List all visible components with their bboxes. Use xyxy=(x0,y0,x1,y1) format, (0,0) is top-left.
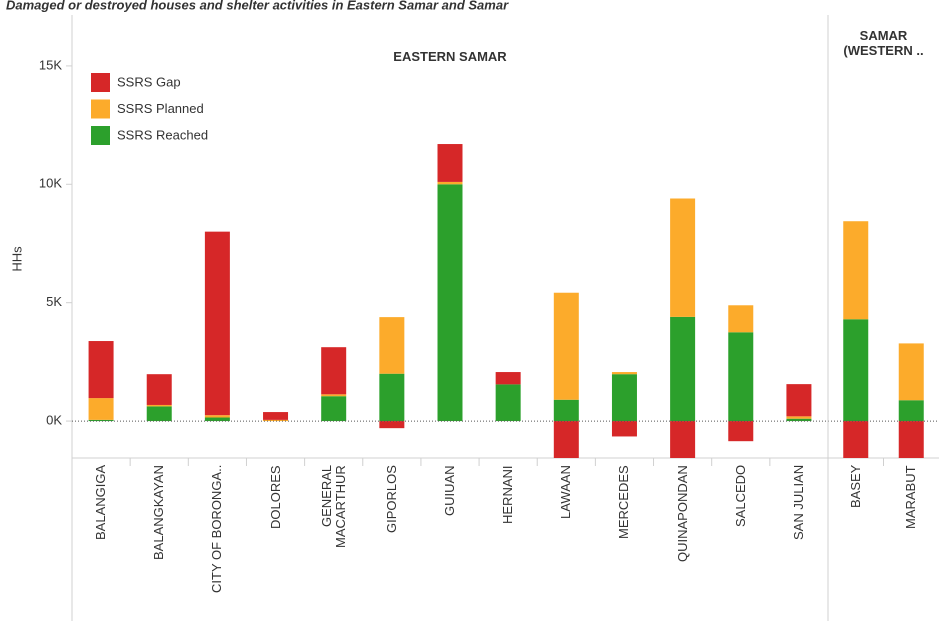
x-tick-label: HERNANI xyxy=(500,465,516,524)
legend-swatch xyxy=(91,126,110,145)
x-tick-label: DOLORES xyxy=(267,465,283,529)
bar-segment xyxy=(495,372,521,385)
bar-segment xyxy=(204,231,230,416)
legend-swatch xyxy=(91,99,110,119)
bar-segment xyxy=(263,412,289,420)
x-tick-label: SALCEDO xyxy=(732,465,748,528)
bar-segment xyxy=(898,400,924,422)
x-tick-label: LAWAAN xyxy=(558,465,574,519)
bar-segment xyxy=(379,317,405,374)
x-tick-label: CITY OF BORONGA.. xyxy=(209,465,225,594)
bar-segment xyxy=(843,221,869,320)
bar-segment xyxy=(670,198,696,317)
bar-segment xyxy=(437,184,463,422)
bar-segment xyxy=(379,373,405,422)
bar-segment xyxy=(437,181,463,185)
legend-swatch xyxy=(91,73,110,92)
bar-segment xyxy=(553,399,579,422)
bar-segment xyxy=(204,417,230,422)
bar-segment xyxy=(88,419,114,422)
bar-segment xyxy=(786,416,812,419)
bar-segment xyxy=(728,421,754,442)
bar-segment xyxy=(553,421,579,458)
x-tick-label: MARABUT xyxy=(903,465,919,529)
y-tick-label: 0K xyxy=(46,413,62,428)
bar-segment xyxy=(88,341,114,399)
bar-segment xyxy=(611,374,637,422)
bar-segment xyxy=(146,406,172,422)
bar-segment xyxy=(611,421,637,437)
bar-segment xyxy=(379,421,405,429)
y-tick-label: 15K xyxy=(39,57,62,72)
bar-segment xyxy=(88,398,114,420)
bar-segment xyxy=(670,316,696,422)
bar-segment xyxy=(728,332,754,422)
bar-segment xyxy=(495,384,521,422)
bar-segment xyxy=(321,396,347,422)
x-tick-label: BALANGIGA xyxy=(93,465,109,541)
bar-segment xyxy=(786,418,812,422)
bar-segment xyxy=(898,421,924,458)
x-tick-label: BALANGKAYAN xyxy=(151,465,167,560)
x-tick-label: SAN JULIAN xyxy=(790,465,806,541)
legend-label: SSRS Planned xyxy=(117,101,204,116)
legend-label: SSRS Reached xyxy=(117,127,208,142)
bar-segment xyxy=(553,292,579,400)
bar-segment xyxy=(437,144,463,182)
bar-segment xyxy=(321,394,347,397)
legend-label: SSRS Gap xyxy=(117,74,181,89)
bar-segment xyxy=(786,384,812,417)
bar-segment xyxy=(843,319,869,422)
bar-segment xyxy=(263,419,289,422)
panel-label: EASTERN SAMAR xyxy=(393,49,507,64)
chart-title: Damaged or destroyed houses and shelter … xyxy=(6,0,509,12)
bar-segment xyxy=(611,372,637,375)
y-axis-label: HHs xyxy=(9,246,24,272)
x-tick-label: GUIUAN xyxy=(442,465,457,516)
x-tick-label: MERCEDES xyxy=(616,465,632,539)
x-tick-label: QUINAPONDAN xyxy=(674,465,690,562)
bar-segment xyxy=(728,305,754,333)
x-tick-label: GENERAL MACARTHUR xyxy=(318,465,348,548)
bar-segment xyxy=(670,421,696,458)
bar-segment xyxy=(843,421,869,458)
bar-segment xyxy=(898,343,924,401)
bar-segment xyxy=(146,374,172,405)
bars xyxy=(88,144,924,458)
y-tick-label: 10K xyxy=(39,176,62,191)
x-tick-label: BASEY xyxy=(847,465,863,509)
bar-segment xyxy=(321,347,347,395)
panel-label: SAMAR (WESTERN .. xyxy=(843,28,924,58)
bar-segment xyxy=(146,404,172,407)
x-tick-label: GIPORLOS xyxy=(383,465,399,533)
y-tick-label: 5K xyxy=(46,294,62,309)
bar-segment xyxy=(204,415,230,418)
